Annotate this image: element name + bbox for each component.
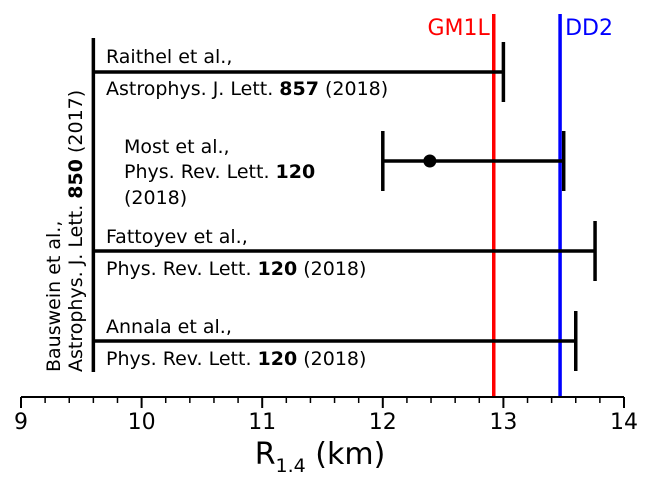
fattoyev-year: (2018) [297, 258, 366, 280]
most-label-line3: (2018) [124, 187, 187, 209]
x-tick-label: 10 [128, 410, 156, 435]
raithel-label-line1: Raithel et al., [106, 46, 232, 68]
bauswein-volume: 850 [65, 159, 87, 199]
fattoyev-label-line2: Phys. Rev. Lett. 120 (2018) [106, 258, 366, 280]
x-tick-label: 14 [610, 410, 638, 435]
raithel-volume: 857 [279, 78, 319, 100]
gm1l-label: GM1L [427, 16, 490, 41]
bauswein-label-line2: Astrophys. J. Lett. 850 (2017) [65, 90, 87, 372]
most-central-value-point [423, 154, 437, 168]
x-axis-units: (km) [306, 437, 386, 472]
annala-journal: Phys. Rev. Lett. [106, 348, 258, 370]
bauswein-label: Bauswein et al., Astrophys. J. Lett. 850… [43, 90, 87, 372]
fattoyev-journal: Phys. Rev. Lett. [106, 258, 258, 280]
most-volume: 120 [276, 161, 316, 183]
x-axis-symbol: R [255, 437, 276, 472]
annala-label-line1: Annala et al., [106, 316, 232, 338]
x-tick-label: 13 [489, 410, 517, 435]
bauswein-label-line1: Bauswein et al., [43, 221, 65, 372]
raithel-label-line2: Astrophys. J. Lett. 857 (2018) [106, 78, 388, 100]
x-axis-subscript: 1.4 [276, 455, 306, 477]
x-tick-label: 11 [248, 410, 276, 435]
x-axis-ticks: 9 10 11 12 13 14 [14, 397, 638, 435]
annala-year: (2018) [297, 348, 366, 370]
x-axis-title: R1.4 (km) [255, 437, 386, 477]
fattoyev-volume: 120 [258, 258, 298, 280]
bauswein-year: (2017) [65, 90, 87, 159]
annala-label-line2: Phys. Rev. Lett. 120 (2018) [106, 348, 366, 370]
most-label-line2: Phys. Rev. Lett. 120 [124, 161, 315, 183]
x-tick-label: 12 [369, 410, 397, 435]
dd2-label: DD2 [565, 16, 613, 41]
most-journal: Phys. Rev. Lett. [124, 161, 276, 183]
raithel-year: (2018) [319, 78, 388, 100]
annala-volume: 120 [258, 348, 298, 370]
fattoyev-label-line1: Fattoyev et al., [106, 226, 248, 248]
x-tick-label: 9 [14, 410, 28, 435]
raithel-journal: Astrophys. J. Lett. [106, 78, 279, 100]
bauswein-journal: Astrophys. J. Lett. [65, 199, 87, 372]
most-label-line1: Most et al., [124, 136, 230, 158]
